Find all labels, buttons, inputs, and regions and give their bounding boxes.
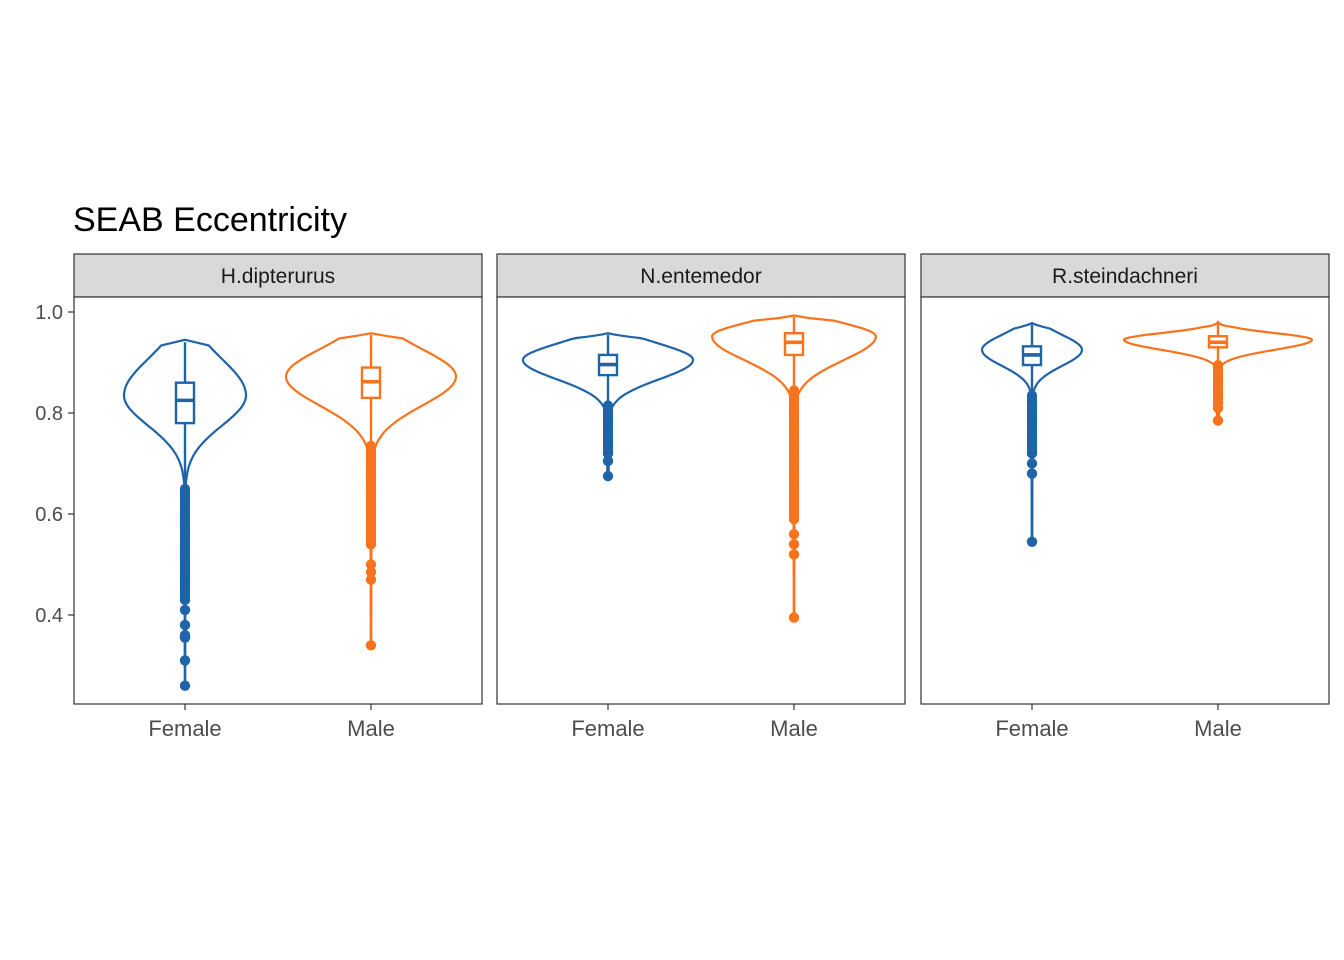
x-tick-label: Male (347, 716, 395, 741)
facet-strip (920, 253, 1330, 298)
violin-group-male (710, 314, 878, 623)
facet-panel-r-steindachneri: R.steindachneri Female Male (920, 253, 1330, 741)
facet-panel-h-dipterurus: H.dipterurus Female Male (73, 253, 483, 741)
y-axis: 0.4 0.6 0.8 1.0 (35, 302, 74, 627)
violin-outline (521, 332, 695, 477)
facet-panel-n-entemedor: N.entemedor Female Male (496, 253, 906, 741)
facet-strip (496, 253, 906, 298)
panel-frame (496, 296, 906, 705)
violin-group-male (284, 332, 458, 651)
violin-outline (980, 321, 1084, 542)
y-tick-label: 0.4 (35, 605, 63, 627)
violin-outline (284, 332, 458, 646)
x-tick-label: Female (995, 716, 1068, 741)
box-iqr (174, 381, 196, 425)
y-tick-label: 0.8 (35, 403, 63, 425)
violin-outline (1122, 320, 1314, 421)
x-tick-label: Female (148, 716, 221, 741)
facet-panels: H.dipterurus Female Male N.entemedor Female M… (73, 253, 1330, 741)
facet-strip-label: N.entemedor (640, 265, 761, 288)
chart-title: SEAB Eccentricity (73, 201, 347, 239)
facet-strip-label: R.steindachneri (1052, 265, 1198, 288)
y-tick-label: 1.0 (35, 302, 63, 324)
violin-outline (710, 314, 878, 618)
y-tick-label: 0.6 (35, 504, 63, 526)
violin-group-female (122, 338, 248, 691)
panel-frame (73, 296, 483, 705)
x-tick-label: Male (1194, 716, 1242, 741)
violin-group-female (980, 321, 1084, 547)
violin-group-female (521, 332, 695, 482)
panel-frame (920, 296, 1330, 705)
violin-outline (122, 338, 248, 686)
x-tick-label: Male (770, 716, 818, 741)
violin-group-male (1122, 320, 1314, 426)
facet-strip (73, 253, 483, 298)
facet-strip-label: H.dipterurus (221, 265, 335, 288)
x-tick-label: Female (571, 716, 644, 741)
